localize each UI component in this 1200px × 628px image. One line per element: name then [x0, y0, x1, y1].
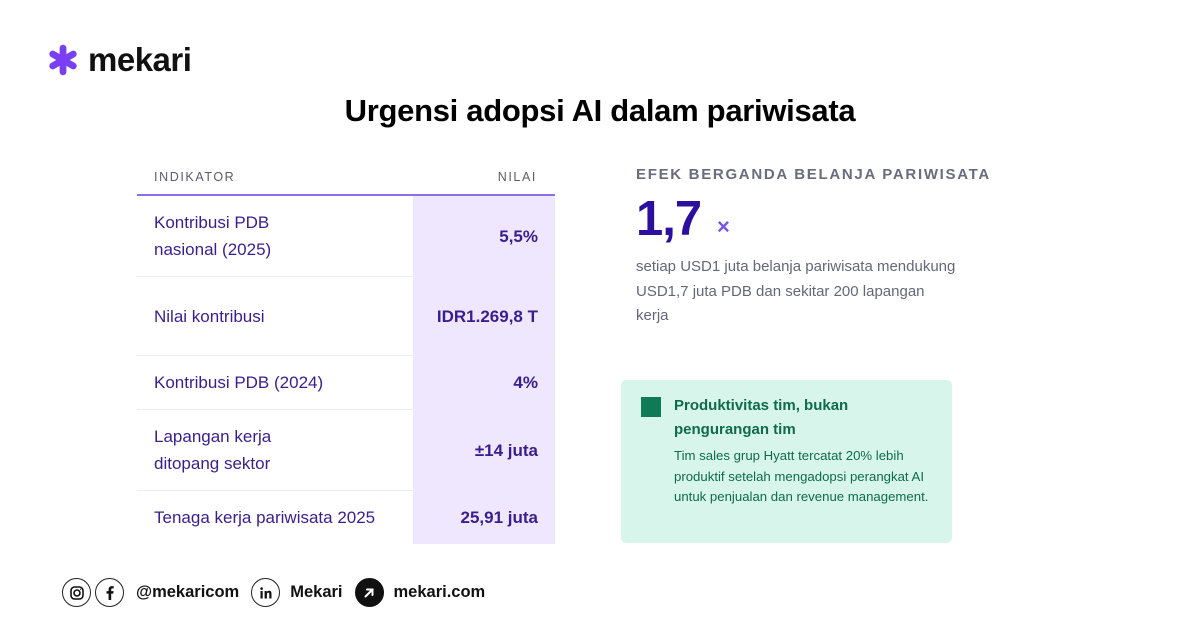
social-handle[interactable]: @mekaricom [136, 583, 240, 601]
website-link[interactable]: mekari.com [393, 583, 486, 601]
indicator-table: INDIKATOR NILAI Kontribusi PDB nasional … [137, 160, 555, 544]
row-value: ±14 juta [413, 410, 555, 490]
linkedin-name[interactable]: Mekari [290, 583, 343, 601]
callout-square-icon [641, 397, 661, 417]
table-header: INDIKATOR NILAI [137, 160, 555, 196]
multiplier-description: setiap USD1 juta belanja pariwisata mend… [636, 258, 956, 324]
row-value: 4% [413, 356, 555, 409]
header-value: NILAI [497, 170, 537, 184]
brand-logo: mekari [46, 40, 192, 80]
instagram-icon[interactable] [62, 578, 91, 607]
table-row: Nilai kontribusi IDR1.269,8 T [137, 277, 555, 356]
linkedin-icon[interactable] [251, 578, 281, 607]
row-indicator: Lapangan kerja ditopang sektor [137, 410, 413, 490]
row-indicator-text: Lapangan kerja ditopang sektor [154, 427, 272, 473]
row-indicator: Kontribusi PDB nasional (2025) [137, 196, 413, 276]
row-value: IDR1.269,8 T [413, 277, 555, 355]
table-row: Tenaga kerja pariwisata 2025 25,91 juta [137, 491, 555, 544]
table-row: Kontribusi PDB (2024) 4% [137, 356, 555, 410]
row-indicator: Tenaga kerja pariwisata 2025 [154, 508, 376, 527]
row-value: 5,5% [413, 196, 555, 276]
multiplier-label: EFEK BERGANDA BELANJA PARIWISATA [636, 166, 991, 183]
row-indicator: Nilai kontribusi [154, 306, 265, 326]
table-row: Kontribusi PDB nasional (2025) 5,5% [137, 196, 555, 277]
callout-body: Tim sales grup Hyatt tercatat 20% lebih … [674, 448, 929, 504]
table-row: Lapangan kerja ditopang sektor ±14 juta [137, 410, 555, 491]
arrow-up-right-icon[interactable] [354, 578, 384, 607]
row-value: 25,91 juta [413, 491, 555, 544]
footer: @mekaricom Mekari mekari.com [62, 577, 485, 608]
row-indicator-text: Kontribusi PDB nasional (2025) [154, 213, 272, 259]
callout-card: Produktivitas tim, bukan pengurangan tim… [621, 380, 952, 543]
mekari-star-icon [49, 44, 77, 76]
multiplier-suffix: × [717, 214, 730, 239]
header-indicator: INDIKATOR [154, 170, 236, 184]
page-title: Urgensi adopsi AI dalam pariwisata [344, 93, 856, 128]
row-indicator: Kontribusi PDB (2024) [154, 373, 324, 392]
facebook-icon[interactable] [95, 578, 124, 607]
brand-name: mekari [88, 41, 192, 78]
callout-title: Produktivitas tim, bukan pengurangan tim [674, 397, 849, 438]
multiplier-value: 1,7 [636, 192, 702, 246]
